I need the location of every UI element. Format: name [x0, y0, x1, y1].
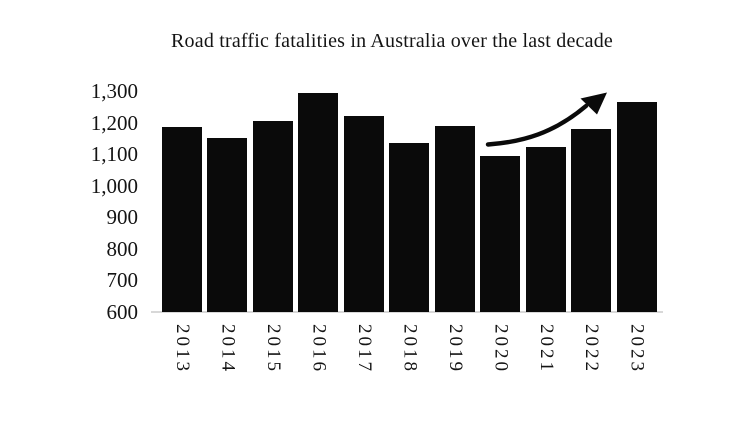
x-tick-label-2016: 2016 [308, 324, 330, 374]
bar-2019 [434, 126, 475, 312]
x-tick-label-2022: 2022 [581, 324, 603, 374]
y-axis: 600 700 800 900 1,000 1,100 1,200 1,300 [46, 79, 139, 324]
bar-2021 [525, 146, 566, 312]
bar-2014 [207, 138, 248, 312]
y-tick-label: 1,300 [90, 79, 138, 103]
y-tick-label: 1,200 [90, 110, 138, 135]
x-tick-label-2014: 2014 [217, 324, 239, 374]
x-tick-label-2021: 2021 [535, 324, 557, 374]
x-tick-label-2019: 2019 [444, 324, 466, 374]
bar-2018 [389, 143, 430, 312]
bar-2017 [343, 115, 384, 312]
x-tick-label-2017: 2017 [353, 324, 375, 374]
x-tick-label-2015: 2015 [262, 324, 284, 374]
x-tick-label-2023: 2023 [626, 324, 648, 374]
chart-title: Road traffic fatalities in Australia ove… [171, 30, 613, 52]
x-tick-label-2020: 2020 [490, 324, 512, 374]
y-tick-label: 700 [106, 268, 139, 293]
y-tick-label: 600 [106, 300, 139, 324]
y-tick-label: 1,000 [90, 173, 138, 198]
y-tick-label: 800 [106, 236, 139, 261]
bar-2023 [616, 101, 657, 312]
bar-2020 [480, 155, 521, 312]
x-axis: 2013 2014 2015 2016 2017 2018 2019 2020 2021 2022… [155, 324, 661, 399]
x-tick-label-2013: 2013 [172, 324, 193, 374]
bar-2022 [571, 128, 612, 312]
y-tick-label: 1,100 [90, 142, 138, 167]
x-tick-label-2018: 2018 [399, 324, 421, 374]
x-axis-line [151, 311, 663, 313]
bar-2016 [298, 93, 339, 312]
y-tick-label: 900 [106, 205, 139, 230]
bar-2015 [252, 121, 293, 312]
bar-2013 [162, 126, 202, 312]
plot-area [155, 91, 661, 312]
